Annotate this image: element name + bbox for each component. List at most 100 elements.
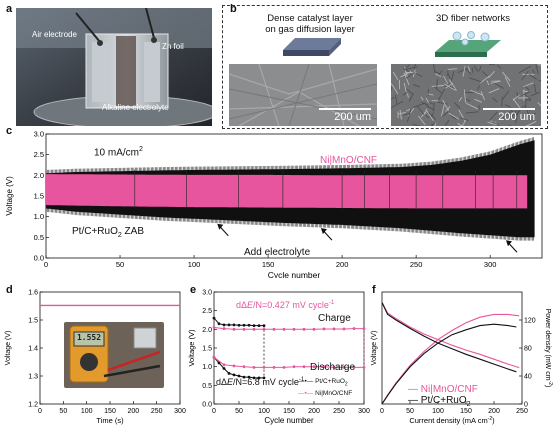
- e-point-1-charge-3: [242, 327, 246, 331]
- sem-fiber-strand-159: [522, 90, 528, 93]
- sem-fiber-strand-37: [442, 110, 450, 117]
- sem-fiber-strand-113: [480, 75, 490, 84]
- d-x-tick-label-2: 100: [81, 408, 93, 415]
- sem-fiber-strand-14: [502, 71, 511, 82]
- f-x-tick-label-3: 150: [460, 408, 472, 415]
- e-point-0-discharge-1: [217, 361, 221, 365]
- e-point-0-charge-2: [222, 323, 226, 327]
- e-point-1-discharge-4: [252, 366, 256, 369]
- legend-f-ptc-name: Pt/C+RuO: [420, 395, 467, 406]
- sem-fiber-strand-5: [457, 122, 463, 126]
- e-y-tick-label-5: 2.5: [202, 308, 212, 315]
- panel-c-chart: 0 50 100 150 200 250 300 0.0 0.5 1.0 1.5 2.0 2.5 3.0 V…: [5, 130, 543, 278]
- sem-fiber-strand-158: [488, 70, 495, 79]
- fiber-network-title: 3D fiber networks: [436, 13, 510, 24]
- e-point-1-discharge-13: [342, 366, 346, 369]
- sem-fiber-strand-112: [428, 93, 434, 96]
- e-point-1-discharge-12: [332, 366, 336, 369]
- sem-fiber-strand-4: [403, 66, 418, 71]
- add-electrolyte-annotation: Add electrolyte: [244, 247, 311, 258]
- sem-fiber-strand-96: [523, 82, 534, 88]
- e-point-1-charge-5: [262, 327, 266, 331]
- sem-fiber-strand-156: [487, 121, 498, 126]
- f-y2-tick-label-1: 40: [524, 374, 532, 381]
- e-point-0-charge-4: [232, 323, 236, 327]
- e-series-1-charge: [213, 327, 364, 330]
- e-point-1-charge-13: [342, 327, 346, 331]
- e-point-1-charge-9: [302, 327, 306, 331]
- e-point-1-discharge-11: [322, 365, 326, 369]
- e-point-0-charge-7: [247, 323, 251, 327]
- e-point-1-discharge-1: [222, 363, 226, 367]
- sem-fiber-strand-142: [406, 64, 410, 68]
- e-point-0-discharge-5: [237, 374, 241, 378]
- e-point-1-charge-4: [252, 327, 256, 331]
- c-add-electrolyte-arrowhead-0: [217, 223, 224, 230]
- e-point-0-charge-8: [252, 324, 256, 327]
- scale-bar-left: [319, 108, 371, 110]
- e-y-axis-label: Voltage (V): [187, 329, 196, 367]
- panel-c-letter: c: [6, 125, 13, 137]
- dense-layer-schematic: [283, 38, 341, 56]
- legend-e-ptc-swatch: —•—: [298, 378, 314, 385]
- sem-fiber-strand-127: [412, 123, 421, 126]
- sem-fiber-strand-23: [391, 96, 395, 100]
- sem-fiber-strand-61: [431, 85, 444, 87]
- d-y-tick-label-3: 1.5: [28, 318, 38, 325]
- sem-fiber-strand-24: [464, 66, 472, 75]
- e-x-tick-label-5: 250: [333, 408, 345, 415]
- sem-fiber-strand-26: [413, 64, 417, 69]
- sem-fiber-strand-84: [529, 113, 536, 116]
- c-x-axis-label: Cycle number: [268, 270, 321, 278]
- fiber-network-schematic: [435, 31, 501, 57]
- e-point-1-charge-11: [322, 327, 326, 331]
- panel-a-letter: a: [6, 3, 13, 15]
- sem-fiber-strand-12: [533, 84, 537, 94]
- sem-fiber-strand-97: [392, 71, 399, 81]
- e-point-0-discharge-9: [257, 376, 261, 380]
- e-point-1-charge-6: [272, 327, 276, 331]
- sem-fiber-strand-106: [447, 73, 451, 80]
- multimeter-reading: 1.552: [76, 333, 102, 342]
- sem-fiber-strand-101: [391, 83, 399, 95]
- f-y2-tick-label-2: 80: [524, 346, 532, 353]
- e-y-tick-label-6: 3.0: [202, 290, 212, 297]
- sem-fiber-strand-77: [428, 112, 437, 121]
- c-add-electrolyte-arrowhead-3: [505, 240, 512, 247]
- e-point-0-charge-3: [227, 323, 231, 327]
- e-point-1-charge-10: [312, 327, 316, 331]
- e-point-1-discharge-14: [352, 366, 356, 369]
- e-x-tick-label-1: 50: [235, 408, 243, 415]
- sem-fiber-strand-40: [420, 96, 424, 101]
- f-series-1-power: [381, 323, 517, 405]
- e-point-1-charge-8: [292, 327, 296, 331]
- multimeter-photo: 1.552: [64, 322, 164, 388]
- sem-fiber-strand-49: [432, 85, 442, 94]
- sem-fiber-strand-138: [397, 111, 406, 115]
- sem-fiber-strand-131: [490, 80, 501, 84]
- ptc-c-name: Pt/C+RuO: [72, 226, 118, 237]
- panel-a-photo: Air electrode Zn foil Alkaline electroly…: [16, 8, 212, 126]
- legend-f-nimno-swatch: —: [408, 384, 418, 395]
- f-x-tick-label-2: 100: [432, 408, 444, 415]
- panel-f-letter: f: [372, 284, 376, 296]
- sem-fiber-strand-56: [474, 98, 482, 103]
- legend-e-ptc: —•— Pt/C+RuO2: [298, 377, 352, 389]
- sem-fiber-strand-140: [463, 89, 467, 103]
- sem-fiber-strand-102: [504, 76, 511, 87]
- sem-fiber-strand-79: [420, 112, 426, 118]
- e-point-0-discharge-2: [222, 367, 226, 370]
- e-point-1-charge-1: [222, 327, 226, 330]
- e-point-1-charge-7: [282, 327, 286, 331]
- sem-fiber-strand-95: [462, 65, 466, 77]
- panel-b-frame: Dense catalyst layer on gas diffusion la…: [222, 5, 548, 129]
- d-x-tick-label-0: 0: [38, 408, 42, 415]
- sem-fiber-strand-146: [492, 97, 498, 103]
- rate-black-var: E: [227, 377, 234, 387]
- sem-fiber-strand-18: [391, 86, 393, 92]
- e-point-1-discharge-15: [362, 366, 366, 369]
- ptc-c-sub: 2: [117, 232, 122, 239]
- sem-fiber-strand-148: [431, 123, 433, 126]
- rate-pink-suffix: /N=0.427 mV cycle: [253, 300, 329, 310]
- sem-fiber-strand-29: [486, 80, 490, 86]
